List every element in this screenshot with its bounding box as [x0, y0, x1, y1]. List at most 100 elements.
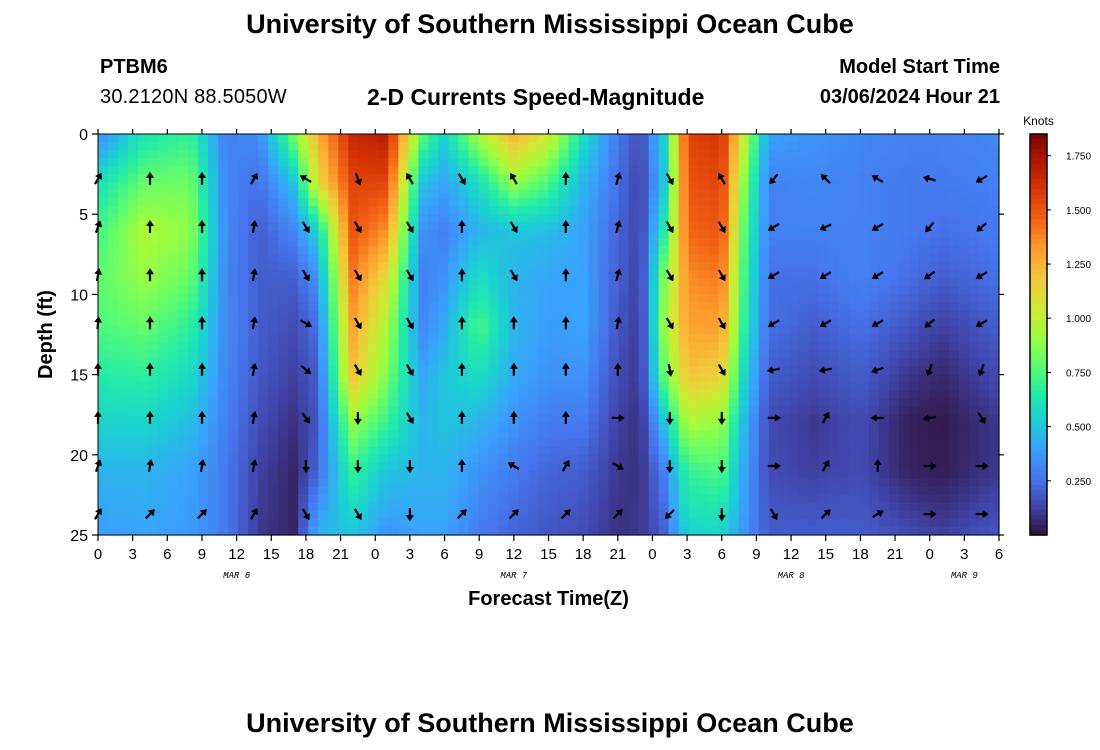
heatmap-cell — [408, 214, 419, 223]
heatmap-cell — [728, 270, 740, 279]
heatmap-cell — [218, 158, 229, 167]
heatmap-cell — [818, 198, 830, 207]
heatmap-cell — [148, 326, 159, 336]
heatmap-cell — [968, 238, 980, 247]
heatmap-cell — [968, 302, 980, 312]
heatmap-cell — [238, 246, 249, 255]
heatmap-cell — [158, 302, 169, 312]
heatmap-cell — [518, 446, 530, 456]
heatmap-cell — [858, 350, 870, 360]
heatmap-cell — [108, 150, 119, 159]
heatmap-cell — [448, 510, 459, 520]
heatmap-cell — [908, 398, 920, 408]
heatmap-cell — [738, 142, 750, 151]
heatmap-cell — [658, 438, 670, 448]
heatmap-cell — [598, 462, 610, 472]
heatmap-cell — [478, 454, 490, 464]
heatmap-cell — [938, 190, 950, 199]
heatmap-cell — [498, 358, 510, 368]
heatmap-cell — [808, 158, 820, 167]
heatmap-cell — [848, 150, 860, 159]
heatmap-cell — [218, 326, 229, 336]
heatmap-cell — [218, 518, 229, 528]
heatmap-cell — [738, 374, 750, 384]
heatmap-cell — [478, 414, 490, 424]
heatmap-cell — [818, 358, 830, 368]
heatmap-cell — [568, 174, 580, 183]
heatmap-cell — [128, 286, 139, 295]
heatmap-cell — [948, 374, 960, 384]
heatmap-cell — [398, 446, 409, 456]
heatmap-cell — [528, 238, 540, 247]
current-vector-arrow — [249, 508, 258, 520]
heatmap-cell — [218, 358, 229, 368]
heatmap-cell — [878, 310, 890, 320]
heatmap-cell — [348, 430, 359, 440]
heatmap-cell — [208, 182, 219, 191]
heatmap-cell — [658, 390, 670, 400]
arrow-head — [299, 174, 308, 182]
heatmap-cell — [698, 246, 710, 255]
heatmap-cell — [778, 502, 790, 512]
heatmap-cell — [148, 174, 159, 183]
heatmap-cell — [98, 462, 109, 472]
arrow-head — [509, 172, 517, 181]
heatmap-cell — [808, 246, 820, 255]
heatmap-cell — [628, 182, 640, 191]
heatmap-cell — [738, 502, 750, 512]
heatmap-cell — [268, 382, 279, 392]
heatmap-cell — [848, 366, 860, 376]
heatmap-cell — [878, 358, 890, 368]
heatmap-cell — [568, 270, 580, 279]
heatmap-cell — [798, 294, 810, 304]
heatmap-cell — [678, 214, 690, 223]
heatmap-cell — [738, 486, 750, 496]
heatmap-cell — [778, 486, 790, 496]
heatmap-cell — [508, 246, 520, 255]
heatmap-cell — [948, 230, 960, 239]
heatmap-cell — [738, 422, 750, 432]
heatmap-cell — [368, 238, 379, 247]
heatmap-cell — [458, 198, 470, 207]
heatmap-cell — [518, 470, 530, 480]
heatmap-cell — [338, 198, 349, 207]
heatmap-cell — [918, 334, 930, 344]
heatmap-cell — [248, 302, 259, 312]
heatmap-cell — [788, 430, 800, 440]
heatmap-cell — [238, 406, 249, 416]
heatmap-cell — [958, 206, 970, 215]
heatmap-cell — [348, 198, 359, 207]
heatmap-cell — [858, 182, 870, 191]
heatmap-cell — [668, 190, 680, 199]
heatmap-cell — [308, 182, 319, 191]
heatmap-cell — [388, 462, 399, 472]
heatmap-cell — [988, 334, 1000, 344]
heatmap-cell — [258, 222, 269, 231]
heatmap-cell — [898, 262, 910, 271]
heatmap-cell — [788, 478, 800, 488]
heatmap-cell — [328, 198, 339, 207]
heatmap-cell — [308, 366, 319, 376]
heatmap-cell — [338, 222, 349, 231]
heatmap-cell — [298, 398, 309, 408]
heatmap-cell — [448, 358, 459, 368]
heatmap-cell — [798, 158, 810, 167]
heatmap-cell — [268, 478, 279, 488]
heatmap-cell — [618, 406, 630, 416]
heatmap-cell — [268, 390, 279, 400]
speed-heatmap — [98, 134, 1000, 536]
heatmap-cell — [728, 198, 740, 207]
heatmap-cell — [368, 358, 379, 368]
heatmap-cell — [168, 454, 179, 464]
heatmap-cell — [968, 414, 980, 424]
heatmap-cell — [458, 494, 470, 504]
heatmap-cell — [158, 142, 169, 151]
heatmap-cell — [968, 358, 980, 368]
heatmap-cell — [908, 230, 920, 239]
heatmap-cell — [258, 254, 269, 263]
current-vector-arrow — [301, 508, 310, 521]
heatmap-cell — [448, 454, 459, 464]
heatmap-cell — [538, 294, 550, 304]
heatmap-cell — [558, 134, 570, 143]
heatmap-cell — [338, 166, 349, 175]
